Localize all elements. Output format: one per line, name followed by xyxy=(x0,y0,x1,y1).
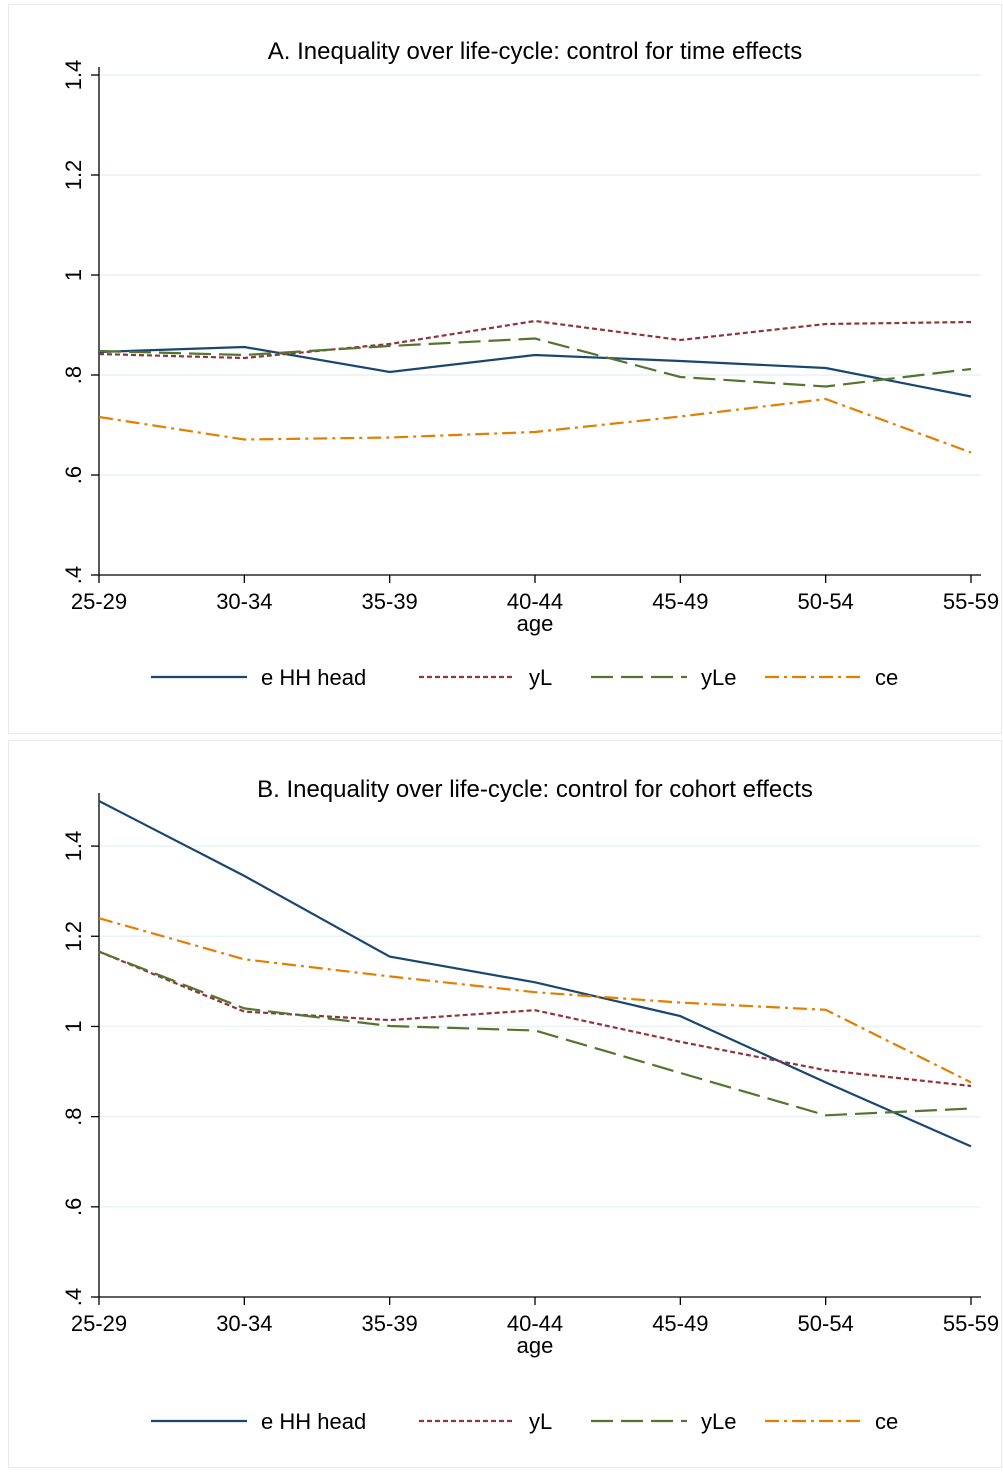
chart-panel-b: B. Inequality over life-cycle: control f… xyxy=(8,740,1002,1468)
chart-a-legend-label: yLe xyxy=(701,665,736,690)
chart-b-legend-label: e HH head xyxy=(261,1409,366,1434)
chart-b-legend-label: ce xyxy=(875,1409,898,1434)
chart-a-y-tick-label: .4 xyxy=(61,566,86,584)
chart-b-series-line-yl xyxy=(98,950,972,1088)
chart-b-x-tick-label: 25-29 xyxy=(71,1311,127,1336)
chart-a-x-tick-label: 25-29 xyxy=(71,589,127,614)
chart-a-legend-label: yL xyxy=(529,665,552,690)
chart-a-y-tick-label: .8 xyxy=(61,366,86,384)
chart-a-svg: A. Inequality over life-cycle: control f… xyxy=(61,38,999,690)
chart-b-title: B. Inequality over life-cycle: control f… xyxy=(257,776,813,803)
chart-a-x-tick-label: 50-54 xyxy=(798,589,854,614)
chart-a-x-tick-label: 55-59 xyxy=(943,589,999,614)
chart-a-series-line-yl xyxy=(98,319,972,360)
chart-b-legend-label: yL xyxy=(529,1409,552,1434)
chart-b-x-tick-label: 35-39 xyxy=(362,1311,418,1336)
chart-b-y-tick-label: .4 xyxy=(61,1288,86,1306)
chart-a-legend-label: e HH head xyxy=(261,665,366,690)
chart-a-y-tick-label: 1.2 xyxy=(61,160,86,191)
chart-a-x-axis-label: age xyxy=(517,611,554,636)
chart-a-series-line-e-hh-head xyxy=(98,345,972,398)
chart-b-y-tick-label: 1 xyxy=(61,1020,86,1032)
chart-b-x-tick-label: 30-34 xyxy=(216,1311,272,1336)
chart-b-x-axis-label: age xyxy=(517,1333,554,1358)
chart-b-series-line-e-hh-head xyxy=(98,800,972,1148)
chart-b-x-tick-label: 40-44 xyxy=(507,1311,563,1336)
chart-b-y-tick-label: 1.4 xyxy=(61,831,86,862)
chart-b-y-tick-label: .6 xyxy=(61,1198,86,1216)
chart-a-y-tick-label: .6 xyxy=(61,466,86,484)
chart-b-x-tick-label: 50-54 xyxy=(798,1311,854,1336)
chart-b-series-line-ce xyxy=(98,917,972,1084)
chart-b-y-tick-label: .8 xyxy=(61,1107,86,1125)
chart-b-y-tick-label: 1.2 xyxy=(61,921,86,952)
chart-a-y-tick-label: 1.4 xyxy=(61,60,86,91)
chart-b-x-tick-label: 45-49 xyxy=(652,1311,708,1336)
chart-a-x-tick-label: 40-44 xyxy=(507,589,563,614)
chart-b-svg: B. Inequality over life-cycle: control f… xyxy=(61,776,999,1434)
chart-a-series-line-yle xyxy=(98,337,972,388)
chart-a-series-line-ce xyxy=(98,397,972,454)
chart-a-x-tick-label: 30-34 xyxy=(216,589,272,614)
chart-panel-a: A. Inequality over life-cycle: control f… xyxy=(8,4,1002,734)
chart-a-x-tick-label: 45-49 xyxy=(652,589,708,614)
chart-a-x-tick-label: 35-39 xyxy=(362,589,418,614)
chart-a-legend-label: ce xyxy=(875,665,898,690)
chart-a-title: A. Inequality over life-cycle: control f… xyxy=(268,38,802,65)
chart-b-series-line-yle xyxy=(98,950,972,1117)
chart-b-x-tick-label: 55-59 xyxy=(943,1311,999,1336)
chart-a-y-tick-label: 1 xyxy=(61,269,86,281)
chart-b-legend-label: yLe xyxy=(701,1409,736,1434)
